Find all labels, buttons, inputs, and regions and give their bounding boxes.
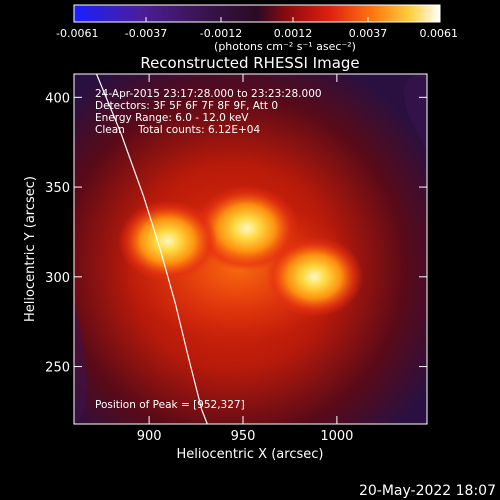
emission-source — [265, 236, 364, 317]
y-tick-label: 300 — [45, 271, 70, 286]
x-tick-label: 900 — [137, 429, 162, 444]
x-tick-label: 1000 — [320, 429, 353, 444]
colorbar-tick-label: -0.0037 — [125, 27, 167, 40]
peak-position-text: Position of Peak = [952,327] — [95, 399, 245, 411]
info-line-detectors: Detectors: 3F 5F 6F 7F 8F 9F, Att 0 — [95, 100, 278, 112]
footer-date: 20-May-2022 18:07 — [359, 483, 496, 499]
heatmap — [74, 74, 427, 424]
colorbar-tick-label: -0.0061 — [56, 27, 98, 40]
y-tick-label: 350 — [45, 181, 70, 196]
chart-title: Reconstructed RHESSI Image — [140, 54, 359, 72]
colorbar — [73, 4, 441, 23]
colorbar-ticks: -0.0061 -0.0037 -0.0012 0.0012 0.0037 0.0061 — [56, 17, 458, 40]
colorbar-tick-label: 0.0037 — [349, 27, 388, 40]
emission-source — [118, 200, 218, 282]
y-axis-ticks: 250 300 350 400 — [45, 91, 427, 376]
colorbar-tick-label: -0.0012 — [200, 27, 242, 40]
y-tick-label: 250 — [45, 361, 70, 376]
x-tick-label: 950 — [231, 429, 256, 444]
info-line-energy: Energy Range: 6.0 - 12.0 keV — [95, 112, 249, 124]
y-axis-label: Heliocentric Y (arcsec) — [23, 176, 38, 322]
y-tick-label: 400 — [45, 91, 70, 106]
plot-frame — [73, 73, 428, 425]
colorbar-tick-label: 0.0012 — [274, 27, 313, 40]
emission-source — [194, 185, 299, 271]
x-axis-ticks: 900 950 1000 — [137, 74, 353, 444]
colorbar-tick-label: 0.0061 — [420, 27, 459, 40]
solar-limb-curve — [95, 74, 208, 424]
colorbar-unit-label: (photons cm⁻² s⁻¹ asec⁻²) — [214, 40, 356, 53]
info-line-clean: Clean Total counts: 6.12E+04 — [95, 124, 260, 136]
info-line-time: 24-Apr-2015 23:17:28.000 to 23:23:28.000 — [95, 88, 322, 100]
x-axis-label: Heliocentric X (arcsec) — [177, 447, 324, 462]
